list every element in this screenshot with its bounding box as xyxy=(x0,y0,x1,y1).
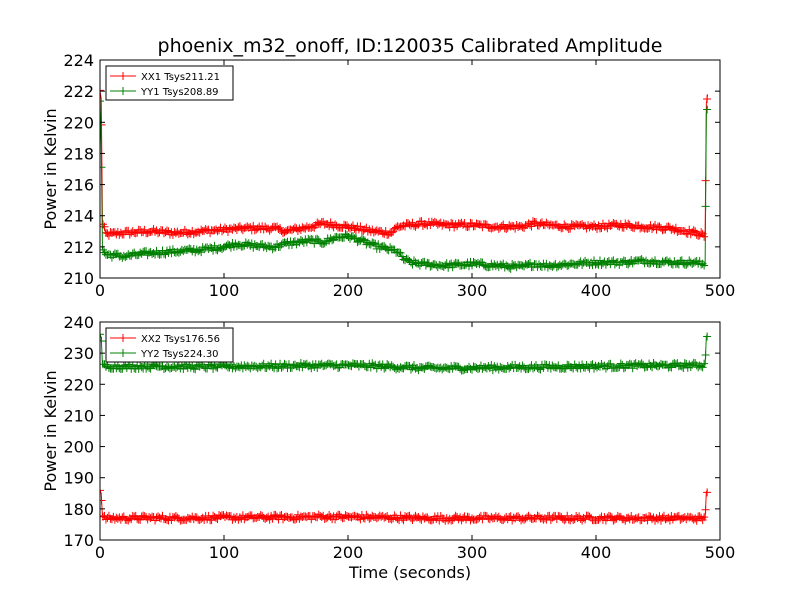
y-tick-label: 220 xyxy=(63,113,94,132)
y-tick-label: 180 xyxy=(63,500,94,519)
y-tick-label: 224 xyxy=(63,51,94,70)
plot-area xyxy=(100,86,712,273)
legend-box xyxy=(105,65,234,101)
x-tick-label: 0 xyxy=(95,543,105,562)
series-xx2 xyxy=(100,486,712,525)
legend: XX1 Tsys211.21 YY1 Tsys208.89 xyxy=(105,65,234,101)
x-tick-label: 400 xyxy=(581,543,612,562)
series-yy1 xyxy=(100,97,712,273)
series-xx1 xyxy=(100,86,712,241)
y-tick-label: 210 xyxy=(63,406,94,425)
legend-marker xyxy=(119,349,127,357)
legend: XX2 Tsys176.56 YY2 Tsys224.30 xyxy=(105,327,234,363)
series-yy2 xyxy=(100,330,712,375)
x-tick-label: 500 xyxy=(705,543,736,562)
y-axis-label: Power in Kelvin xyxy=(41,108,60,229)
y-tick-label: 210 xyxy=(63,269,94,288)
axes-frame xyxy=(99,321,721,541)
legend-marker xyxy=(119,334,127,342)
x-tick-label: 0 xyxy=(95,281,105,300)
series-markers xyxy=(100,486,712,525)
legend-label: XX2 Tsys176.56 xyxy=(141,334,220,345)
top-panel: 0 100 200 300 400 500 210 212 214 216 218 220 222 224… xyxy=(41,51,735,300)
x-tick-label: 300 xyxy=(457,543,488,562)
chart-title: phoenix_m32_onoff, ID:120035 Calibrated … xyxy=(158,35,663,57)
series-markers xyxy=(100,86,712,241)
y-tick-label: 218 xyxy=(63,144,94,163)
legend-label: YY2 Tsys224.30 xyxy=(140,349,219,360)
legend-marker xyxy=(119,87,127,95)
y-axis-label: Power in Kelvin xyxy=(41,370,60,491)
x-tick-label: 100 xyxy=(209,281,240,300)
y-tick-label: 170 xyxy=(63,531,94,550)
legend-label: XX1 Tsys211.21 xyxy=(141,72,220,83)
x-tick-label: 200 xyxy=(333,543,364,562)
y-tick-label: 240 xyxy=(63,313,94,332)
y-tick-label: 214 xyxy=(63,207,94,226)
y-tick-label: 222 xyxy=(63,82,94,101)
x-tick-label: 400 xyxy=(581,281,612,300)
x-tick-label: 500 xyxy=(705,281,736,300)
legend-box xyxy=(105,327,234,363)
bottom-panel: 0 100 200 300 400 500 170 180 190 200 210 220 230 240… xyxy=(41,313,735,562)
x-axis-label: Time (seconds) xyxy=(348,563,471,582)
y-tick-label: 230 xyxy=(63,344,94,363)
plot-area xyxy=(100,330,712,525)
y-tick-label: 190 xyxy=(63,469,94,488)
y-tick-label: 216 xyxy=(63,176,94,195)
legend-marker xyxy=(119,72,127,80)
y-tick-label: 212 xyxy=(63,238,94,257)
x-tick-label: 300 xyxy=(457,281,488,300)
series-markers xyxy=(100,330,712,375)
axes-frame xyxy=(99,59,721,279)
x-tick-label: 200 xyxy=(333,281,364,300)
legend-label: YY1 Tsys208.89 xyxy=(140,87,219,98)
y-tick-label: 200 xyxy=(63,438,94,457)
y-tick-label: 220 xyxy=(63,375,94,394)
series-markers xyxy=(100,97,712,273)
x-tick-label: 100 xyxy=(209,543,240,562)
